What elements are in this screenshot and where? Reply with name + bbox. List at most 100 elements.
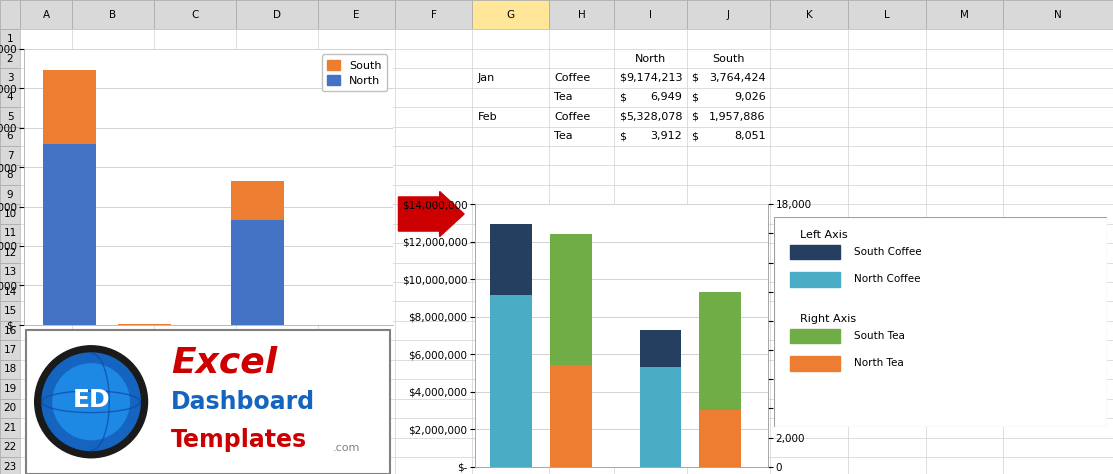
Bar [0, 321, 20, 340]
Text: $: $ [691, 112, 698, 122]
Text: Feb: Feb [285, 355, 305, 365]
Text: 6: 6 [7, 131, 13, 141]
Bar [770, 0, 848, 29]
Text: 21: 21 [3, 423, 17, 433]
Text: F: F [431, 9, 436, 20]
Bar [232, 181, 284, 220]
Text: Tea: Tea [554, 92, 573, 102]
Bar [0, 88, 20, 107]
Bar [699, 410, 741, 466]
Bar [43, 144, 96, 325]
Text: Jan: Jan [477, 73, 494, 83]
Bar [0, 418, 20, 438]
Bar [790, 356, 840, 371]
Text: North: North [634, 54, 667, 64]
Bar [395, 0, 472, 29]
Text: 3,912: 3,912 [650, 131, 682, 141]
Bar [790, 272, 840, 287]
Bar [550, 234, 592, 365]
Bar [0, 185, 20, 204]
Text: Tea: Tea [324, 338, 342, 348]
Text: 13: 13 [3, 267, 17, 277]
Bar [790, 245, 840, 259]
Bar [0, 29, 20, 49]
Legend: South, North: South, North [322, 55, 387, 91]
Text: 6,949: 6,949 [650, 92, 682, 102]
Text: Jan: Jan [99, 355, 116, 365]
Bar [699, 292, 741, 410]
Bar [0, 165, 20, 185]
Bar [0, 438, 20, 457]
Bar [790, 328, 840, 343]
Text: 11: 11 [3, 228, 17, 238]
Text: 9: 9 [7, 190, 13, 200]
Bar [0, 340, 20, 360]
FancyArrow shape [398, 191, 464, 237]
Ellipse shape [53, 364, 129, 440]
Bar [472, 0, 549, 29]
Text: $: $ [619, 131, 626, 141]
Bar [926, 0, 1003, 29]
Bar [687, 0, 770, 29]
Bar [614, 0, 687, 29]
Bar [490, 224, 532, 295]
Text: Right Axis: Right Axis [800, 314, 856, 324]
Text: 2: 2 [7, 54, 13, 64]
Text: North Coffee: North Coffee [854, 274, 920, 284]
Text: South: South [712, 54, 745, 64]
Bar [0, 282, 20, 301]
Text: I: I [649, 9, 652, 20]
Bar [43, 70, 96, 144]
Text: Tea: Tea [136, 338, 154, 348]
Text: Coffee: Coffee [51, 338, 88, 348]
Text: 19: 19 [3, 384, 17, 394]
Bar [550, 365, 592, 466]
Text: $: $ [691, 73, 698, 83]
Bar [0, 301, 20, 321]
Circle shape [42, 353, 140, 450]
Bar [0, 360, 20, 379]
Text: 8: 8 [7, 170, 13, 180]
Text: $: $ [619, 73, 626, 83]
Bar [0, 146, 20, 165]
Text: 18: 18 [3, 365, 17, 374]
Text: 16: 16 [3, 326, 17, 336]
Text: A: A [42, 9, 50, 20]
Bar [0, 243, 20, 263]
Text: K: K [806, 9, 812, 20]
Bar [0, 379, 20, 399]
Text: 20: 20 [3, 403, 17, 413]
Text: 3,764,424: 3,764,424 [709, 73, 766, 83]
Text: G: G [506, 9, 514, 20]
Bar [0, 399, 20, 418]
Text: $: $ [691, 92, 698, 102]
Text: South Tea: South Tea [854, 331, 905, 341]
Bar [1003, 0, 1113, 29]
Bar [0, 0, 20, 29]
Bar [0, 127, 20, 146]
Text: C: C [191, 9, 198, 20]
Bar [72, 0, 154, 29]
Text: Excel: Excel [171, 345, 277, 379]
Text: .com: .com [333, 443, 361, 453]
Text: 10: 10 [3, 209, 17, 219]
Text: D: D [273, 9, 282, 20]
Text: B: B [109, 9, 117, 20]
Bar [490, 295, 532, 466]
Text: 5,328,078: 5,328,078 [626, 112, 682, 122]
Bar [0, 107, 20, 127]
Text: Coffee: Coffee [554, 73, 591, 83]
Text: $: $ [691, 131, 698, 141]
Text: 22: 22 [3, 442, 17, 452]
Bar [154, 0, 236, 29]
Text: M: M [961, 9, 968, 20]
Bar [549, 0, 614, 29]
Text: 14: 14 [3, 287, 17, 297]
Text: 17: 17 [3, 345, 17, 355]
Text: 3: 3 [7, 73, 13, 83]
Text: L: L [884, 9, 890, 20]
Text: Tea: Tea [554, 131, 573, 141]
Text: Left Axis: Left Axis [800, 230, 848, 240]
Bar [318, 0, 395, 29]
Text: N: N [1054, 9, 1062, 20]
